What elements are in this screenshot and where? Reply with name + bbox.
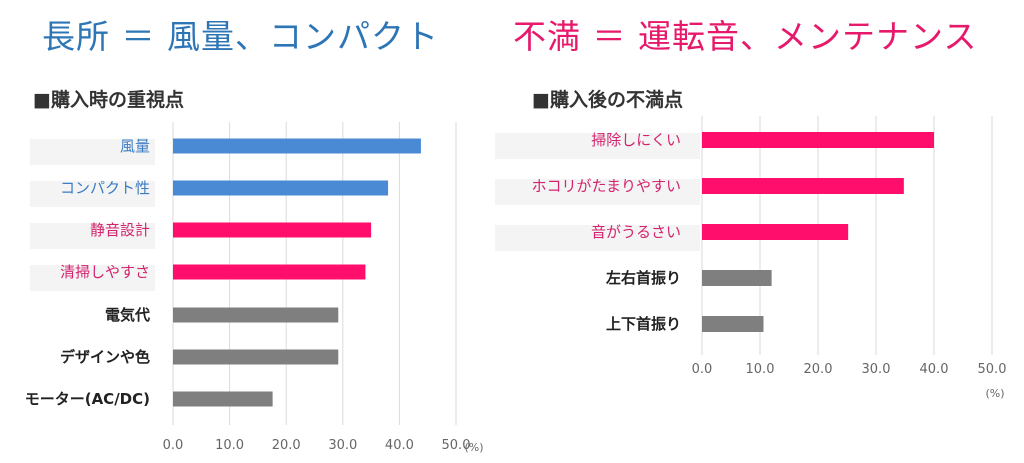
category-label: 電気代	[105, 306, 150, 324]
bar	[702, 224, 849, 240]
x-tick-label: 10.0	[215, 438, 244, 453]
label-highlight-band	[495, 225, 700, 251]
x-tick-label: 0.0	[163, 438, 184, 453]
category-label: ホコリがたまりやすい	[531, 177, 681, 195]
category-label: 風量	[120, 137, 150, 155]
label-highlight-band	[30, 223, 155, 249]
label-highlight-band	[30, 139, 155, 165]
label-highlight-band	[30, 181, 155, 207]
x-tick-label: 20.0	[804, 362, 833, 377]
x-tick-label: 10.0	[746, 362, 775, 377]
category-label: コンパクト性	[60, 179, 150, 197]
category-label: 清掃しやすさ	[60, 263, 150, 281]
x-tick-label: 30.0	[862, 362, 891, 377]
bar	[173, 307, 339, 323]
x-tick-label: 40.0	[920, 362, 949, 377]
bar	[702, 316, 764, 332]
category-label: 掃除しにくい	[591, 131, 681, 149]
category-label: 音がうるさい	[591, 223, 681, 241]
bar	[173, 138, 421, 154]
x-axis-unit: (%)	[985, 387, 1004, 400]
category-label: 静音設計	[90, 221, 150, 239]
category-label: 上下首振り	[606, 315, 681, 333]
bar	[173, 222, 372, 238]
x-tick-label: 50.0	[442, 438, 471, 453]
x-axis-unit: (%)	[464, 441, 483, 454]
bar	[702, 270, 772, 286]
headline-strengths: 長所 ＝ 風量、コンパクト	[42, 17, 439, 56]
bar	[173, 180, 389, 196]
x-tick-label: 20.0	[272, 438, 301, 453]
category-label: デザインや色	[60, 348, 150, 366]
x-tick-label: 30.0	[328, 438, 357, 453]
category-label: モーター(AC/DC)	[25, 390, 150, 408]
bar	[702, 178, 904, 194]
chart-title-post-purchase-complaints: ■購入後の不満点	[532, 89, 683, 111]
label-highlight-band	[495, 133, 700, 159]
x-tick-label: 40.0	[385, 438, 414, 453]
headline-complaints: 不満 ＝ 運転音、メンテナンス	[513, 17, 978, 56]
chart-title-purchase-priorities: ■購入時の重視点	[33, 89, 184, 111]
label-highlight-band	[495, 179, 700, 205]
x-tick-label: 0.0	[692, 362, 713, 377]
bar	[173, 264, 366, 280]
bar	[702, 132, 934, 148]
bar	[173, 349, 339, 365]
category-label: 左右首振り	[605, 269, 681, 287]
label-highlight-band	[30, 265, 155, 291]
bar	[173, 391, 273, 407]
x-tick-label: 50.0	[978, 362, 1007, 377]
